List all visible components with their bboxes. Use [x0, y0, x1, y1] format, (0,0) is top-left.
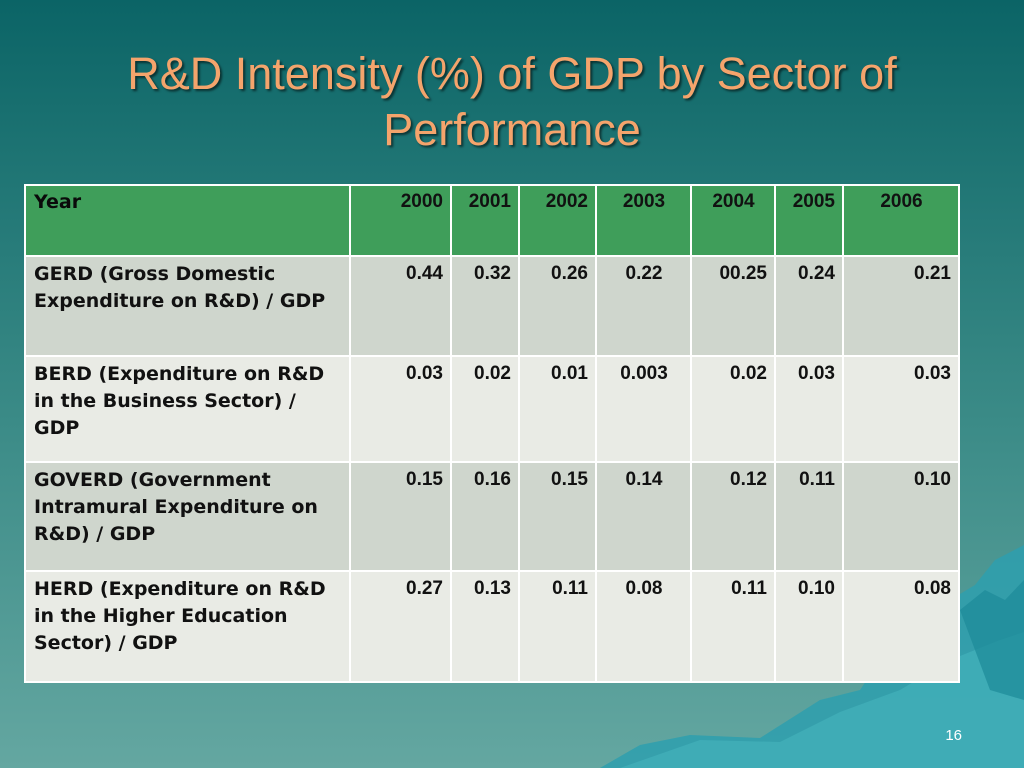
row-label: GOVERD (Government Intramural Expenditur… — [24, 461, 351, 572]
table-row: BERD (Expenditure on R&D in the Business… — [24, 355, 960, 463]
value-cell: 0.02 — [450, 355, 520, 463]
value-cell: 0.10 — [774, 570, 844, 683]
value-cell: 0.16 — [450, 461, 520, 572]
value-cell: 0.003 — [595, 355, 692, 463]
value-cell: 0.10 — [842, 461, 960, 572]
value-cell: 0.44 — [349, 255, 452, 357]
value-cell: 0.11 — [690, 570, 776, 683]
value-cell: 0.03 — [842, 355, 960, 463]
table-row: GOVERD (Government Intramural Expenditur… — [24, 461, 960, 572]
header-year-cell: 2001 — [450, 184, 520, 257]
page-number: 16 — [945, 727, 962, 744]
value-cell: 0.24 — [774, 255, 844, 357]
value-cell: 0.13 — [450, 570, 520, 683]
value-cell: 0.14 — [595, 461, 692, 572]
value-cell: 0.21 — [842, 255, 960, 357]
header-year-cell: 2005 — [774, 184, 844, 257]
value-cell: 0.03 — [774, 355, 844, 463]
value-cell: 0.12 — [690, 461, 776, 572]
header-year-label: Year — [24, 184, 351, 257]
value-cell: 0.11 — [518, 570, 597, 683]
header-year-cell: 2004 — [690, 184, 776, 257]
header-year-cell: 2006 — [842, 184, 960, 257]
value-cell: 0.03 — [349, 355, 452, 463]
table-row: GERD (Gross Domestic Expenditure on R&D)… — [24, 255, 960, 357]
header-year-cell: 2000 — [349, 184, 452, 257]
row-label: BERD (Expenditure on R&D in the Business… — [24, 355, 351, 463]
value-cell: 0.08 — [842, 570, 960, 683]
slide-title: R&D Intensity (%) of GDP by Sector of Pe… — [127, 48, 897, 155]
value-cell: 0.15 — [518, 461, 597, 572]
row-label: HERD (Expenditure on R&D in the Higher E… — [24, 570, 351, 683]
value-cell: 0.08 — [595, 570, 692, 683]
rd-intensity-table: Year 2000 2001 2002 2003 2004 2005 2006 … — [24, 184, 960, 683]
value-cell: 0.27 — [349, 570, 452, 683]
value-cell: 0.32 — [450, 255, 520, 357]
header-year-cell: 2003 — [595, 184, 692, 257]
value-cell: 0.01 — [518, 355, 597, 463]
table-row: HERD (Expenditure on R&D in the Higher E… — [24, 570, 960, 683]
value-cell: 0.26 — [518, 255, 597, 357]
value-cell: 0.15 — [349, 461, 452, 572]
table-header-row: Year 2000 2001 2002 2003 2004 2005 2006 — [24, 184, 960, 257]
row-label: GERD (Gross Domestic Expenditure on R&D)… — [24, 255, 351, 357]
value-cell: 00.25 — [690, 255, 776, 357]
data-table-container: Year 2000 2001 2002 2003 2004 2005 2006 … — [24, 184, 960, 683]
value-cell: 0.02 — [690, 355, 776, 463]
value-cell: 0.22 — [595, 255, 692, 357]
header-year-cell: 2002 — [518, 184, 597, 257]
value-cell: 0.11 — [774, 461, 844, 572]
